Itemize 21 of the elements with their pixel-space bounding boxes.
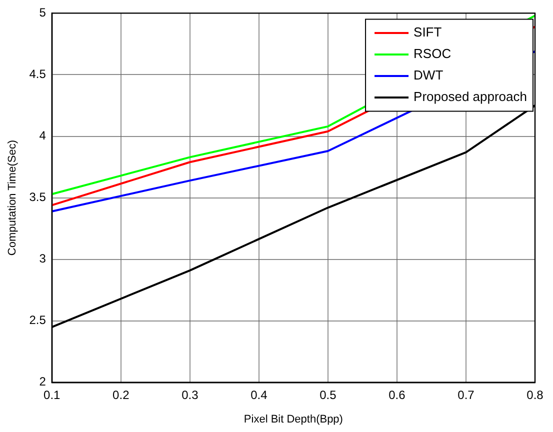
y-tick-label: 3.5 — [29, 190, 46, 204]
x-tick-label: 0.2 — [112, 388, 130, 402]
x-axis-title: Pixel Bit Depth(Bpp) — [244, 413, 343, 426]
x-tick-label: 0.3 — [182, 388, 199, 402]
x-tick-label: 0.6 — [388, 388, 406, 402]
legend-label: Proposed approach — [414, 89, 528, 104]
y-tick-label: 2.5 — [29, 313, 46, 328]
legend-label: RSOC — [414, 46, 452, 62]
x-tick-label: 0.8 — [526, 388, 544, 402]
legend-label: SIFT — [414, 24, 442, 40]
y-tick-label: 4 — [39, 128, 46, 143]
y-tick-label: 5 — [39, 6, 46, 20]
x-tick-label: 0.1 — [44, 388, 61, 402]
x-tick-label: 0.4 — [250, 388, 268, 402]
y-tick-label: 2 — [39, 374, 46, 389]
y-axis-title: Computation Time(Sec) — [6, 140, 19, 256]
y-tick-label: 4.5 — [29, 67, 46, 82]
legend-label: DWT — [414, 68, 444, 83]
y-tick-label: 3 — [39, 252, 46, 266]
x-tick-label: 0.7 — [458, 388, 475, 402]
x-tick-label: 0.5 — [320, 388, 337, 402]
